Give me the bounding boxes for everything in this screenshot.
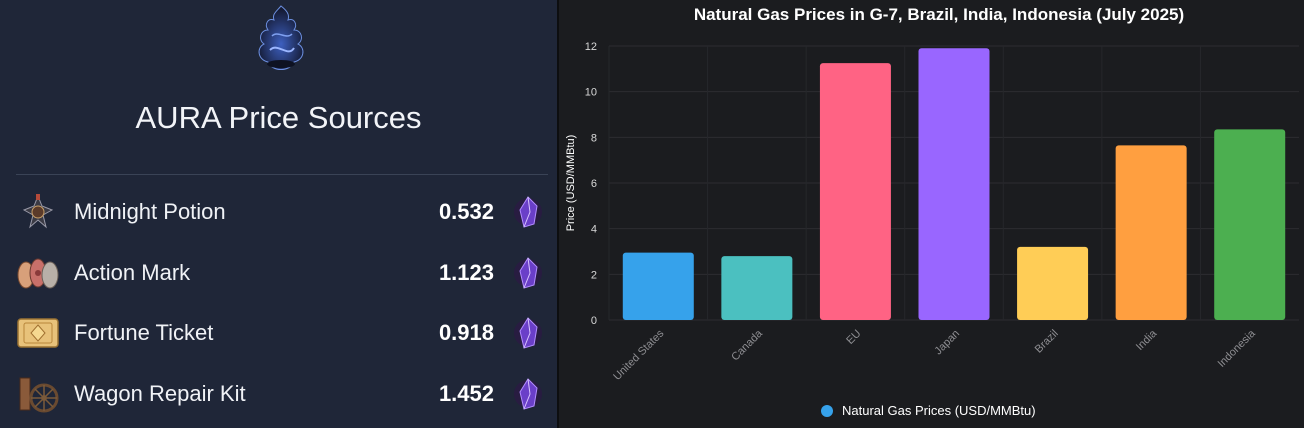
wagon-repair-kit-icon [19, 377, 59, 413]
purple-crystal-icon [514, 378, 542, 410]
bar-india[interactable] [1115, 145, 1187, 320]
panel-title: AURA Price Sources [135, 100, 422, 135]
fortune-ticket-icon [17, 318, 59, 348]
item-price: 0.532 [438, 199, 494, 224]
dark-swirl-logo-icon [258, 5, 304, 70]
item-price: 1.452 [438, 381, 494, 406]
bar-indonesia[interactable] [1214, 129, 1286, 320]
panel-divider [557, 0, 559, 428]
x-tick-label: India [1134, 327, 1160, 353]
y-tick-label: 6 [591, 178, 597, 190]
bar-series [622, 48, 1286, 321]
chart-title: Natural Gas Prices in G-7, Brazil, India… [694, 5, 1184, 24]
legend[interactable]: Natural Gas Prices (USD/MMBtu) [821, 403, 1036, 418]
aura-price-panel: AURA Price Sources Midnight Potion 0.532… [0, 0, 557, 428]
title-divider [16, 174, 548, 175]
y-tick-label: 8 [591, 132, 597, 144]
x-axis-ticks: United States Canada EU Japan Brazil India Ind… [611, 327, 1258, 383]
bar-eu[interactable] [819, 63, 891, 320]
item-name: Fortune Ticket [74, 320, 214, 345]
bar-japan[interactable] [918, 48, 990, 321]
y-axis-ticks: 0 2 4 6 8 10 12 [585, 41, 597, 327]
x-tick-label: Japan [932, 328, 962, 358]
chart-panel: Natural Gas Prices in G-7, Brazil, India… [559, 0, 1304, 428]
bar-united-states[interactable] [622, 252, 694, 320]
legend-label: Natural Gas Prices (USD/MMBtu) [842, 403, 1036, 418]
y-tick-label: 12 [585, 41, 597, 53]
purple-crystal-icon [514, 196, 542, 228]
y-tick-label: 10 [585, 87, 597, 99]
y-axis-label: Price (USD/MMBtu) [565, 135, 577, 232]
bar-brazil[interactable] [1017, 246, 1089, 320]
bar-chart: Natural Gas Prices in G-7, Brazil, India… [565, 5, 1299, 418]
item-name: Action Mark [74, 260, 191, 285]
price-source-row-wagon-repair-kit: Wagon Repair Kit 1.452 [16, 368, 548, 420]
price-source-row-action-mark: Action Mark 1.123 [16, 247, 548, 299]
bar-canada[interactable] [721, 256, 793, 320]
item-price: 1.123 [438, 260, 494, 285]
item-name: Midnight Potion [74, 199, 226, 224]
y-tick-label: 2 [591, 269, 597, 281]
x-tick-label: Brazil [1033, 328, 1061, 356]
x-tick-label: Indonesia [1216, 327, 1259, 370]
purple-crystal-icon [514, 257, 542, 289]
x-tick-label: United States [611, 327, 667, 383]
midnight-potion-icon [22, 194, 54, 229]
x-tick-label: EU [844, 328, 863, 347]
action-mark-icon [17, 258, 59, 289]
item-name: Wagon Repair Kit [74, 381, 246, 406]
purple-crystal-icon [514, 317, 542, 349]
x-tick-label: Canada [729, 327, 765, 363]
price-source-row-midnight-potion: Midnight Potion 0.532 [16, 186, 548, 238]
item-price: 0.918 [438, 320, 494, 345]
legend-swatch [821, 405, 833, 417]
price-source-row-fortune-ticket: Fortune Ticket 0.918 [16, 307, 548, 359]
y-tick-label: 0 [591, 315, 597, 327]
y-tick-label: 4 [591, 224, 597, 236]
